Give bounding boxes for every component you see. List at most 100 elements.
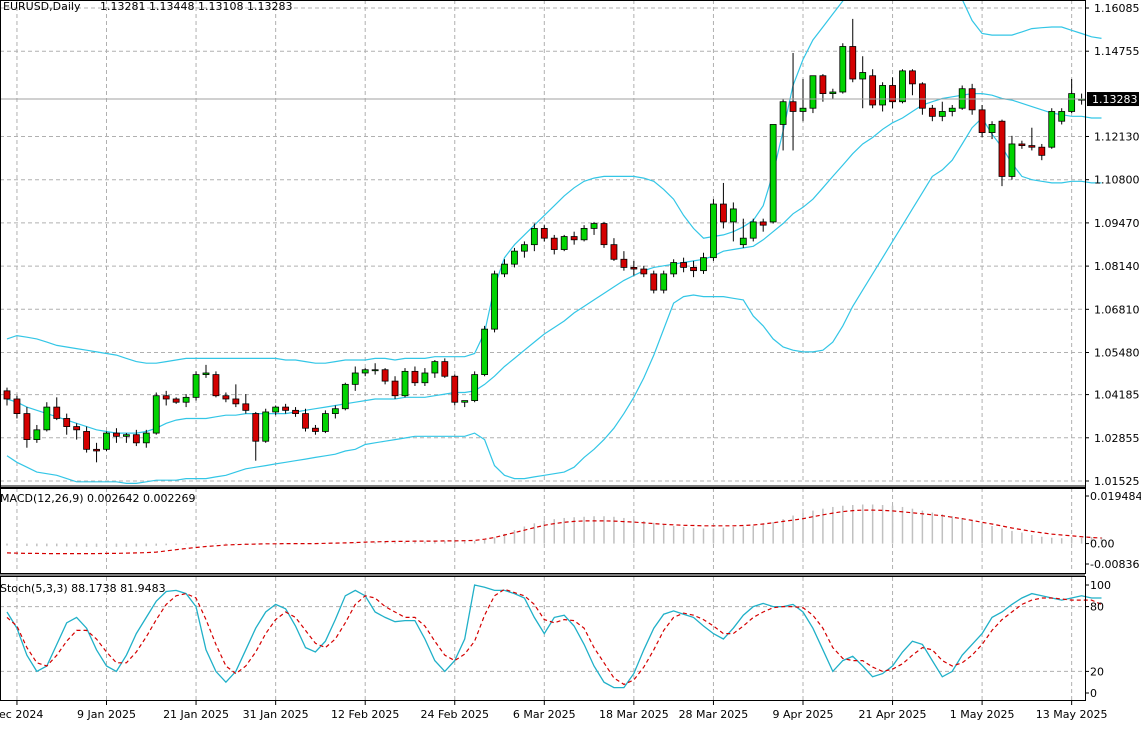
candle[interactable] [202, 364, 210, 378]
candle[interactable] [262, 408, 270, 443]
candle[interactable] [928, 104, 936, 122]
candle[interactable] [491, 270, 498, 333]
candle[interactable] [829, 88, 837, 99]
candle[interactable] [869, 69, 877, 109]
candle[interactable] [600, 221, 608, 248]
candle[interactable] [998, 119, 1006, 187]
candle[interactable] [371, 363, 379, 375]
candle[interactable] [471, 371, 479, 403]
candle[interactable] [809, 75, 817, 114]
candle[interactable] [302, 408, 309, 432]
candle[interactable] [63, 413, 71, 435]
candle[interactable] [1038, 143, 1046, 161]
candle[interactable] [13, 395, 21, 419]
stoch-panel[interactable]: 100 80 20 0 Stoch(5,3,3) 88.1738 81.9483 [0, 579, 1111, 700]
candle[interactable] [341, 382, 349, 411]
candle[interactable] [560, 234, 568, 252]
candle[interactable] [321, 410, 329, 434]
candle[interactable] [938, 101, 946, 122]
candle[interactable] [222, 392, 230, 403]
candle[interactable] [590, 221, 598, 235]
candle[interactable] [1008, 135, 1016, 180]
macd-panel[interactable]: 0.019484 0.00 -0.00836 MACD(12,26,9) 0.002… [0, 490, 1141, 571]
candle[interactable] [1048, 108, 1056, 149]
candle[interactable] [570, 231, 578, 245]
candle[interactable] [540, 225, 548, 242]
candle[interactable] [43, 402, 51, 432]
candle[interactable] [739, 218, 747, 248]
candle[interactable] [1028, 127, 1036, 151]
candle[interactable] [142, 429, 150, 448]
candle[interactable] [849, 18, 857, 83]
candle[interactable] [580, 225, 588, 242]
candle[interactable] [720, 182, 727, 229]
candle[interactable] [172, 397, 180, 404]
candle[interactable] [391, 376, 399, 399]
candle[interactable] [899, 69, 906, 104]
candles[interactable] [3, 18, 1085, 463]
candle[interactable] [192, 371, 200, 401]
candle[interactable] [919, 82, 926, 115]
candle[interactable] [292, 407, 299, 417]
candle[interactable] [640, 265, 648, 278]
candle[interactable] [530, 223, 538, 252]
candle[interactable] [650, 270, 658, 294]
candle[interactable] [550, 234, 558, 255]
candle[interactable] [819, 74, 827, 102]
candle[interactable] [1018, 140, 1026, 149]
candle[interactable] [83, 426, 90, 453]
candle[interactable] [620, 251, 628, 271]
candle[interactable] [670, 259, 678, 278]
candle[interactable] [1068, 78, 1076, 114]
candle[interactable] [680, 257, 687, 273]
candle[interactable] [3, 387, 11, 406]
candle[interactable] [1058, 108, 1066, 125]
candle[interactable] [859, 56, 867, 109]
candle[interactable] [660, 270, 668, 294]
candle[interactable] [481, 325, 489, 377]
candle[interactable] [839, 43, 847, 94]
candle[interactable] [521, 241, 528, 258]
candle[interactable] [769, 124, 777, 224]
candle[interactable] [132, 429, 140, 447]
candle[interactable] [212, 371, 220, 398]
candle[interactable] [421, 368, 429, 386]
candle[interactable] [610, 238, 618, 261]
candle[interactable] [33, 424, 41, 443]
candle[interactable] [53, 397, 61, 421]
candle[interactable] [152, 392, 160, 435]
candle[interactable] [441, 358, 449, 378]
candle[interactable] [381, 368, 389, 385]
candle[interactable] [889, 77, 896, 109]
candle[interactable] [710, 199, 717, 261]
candle[interactable] [511, 247, 518, 268]
candle[interactable] [729, 202, 737, 242]
candle[interactable] [73, 423, 81, 440]
candle[interactable] [123, 433, 130, 443]
candle[interactable] [451, 374, 459, 406]
candle[interactable] [779, 98, 787, 151]
candle[interactable] [282, 403, 290, 414]
candle[interactable] [879, 82, 886, 112]
candle[interactable] [232, 384, 240, 408]
candle[interactable] [411, 366, 419, 386]
candle[interactable] [252, 411, 260, 461]
candle[interactable] [93, 442, 100, 463]
candle[interactable] [113, 428, 120, 443]
price-panel[interactable]: 1.16085 1.14755 1.12130 1.10800 1.09470 1.081… [0, 0, 1140, 701]
candle[interactable] [799, 78, 807, 122]
candle[interactable] [103, 431, 110, 451]
candle[interactable] [700, 252, 707, 274]
candle[interactable] [351, 366, 359, 391]
candle[interactable] [909, 69, 916, 96]
candle[interactable] [401, 368, 409, 398]
candle[interactable] [789, 52, 797, 151]
candle[interactable] [958, 85, 966, 110]
candle[interactable] [948, 104, 956, 117]
candle[interactable] [431, 359, 439, 378]
candle[interactable] [630, 260, 638, 276]
candle[interactable] [242, 394, 250, 414]
candle[interactable] [461, 400, 469, 408]
candle[interactable] [23, 407, 31, 448]
candle[interactable] [182, 394, 190, 408]
